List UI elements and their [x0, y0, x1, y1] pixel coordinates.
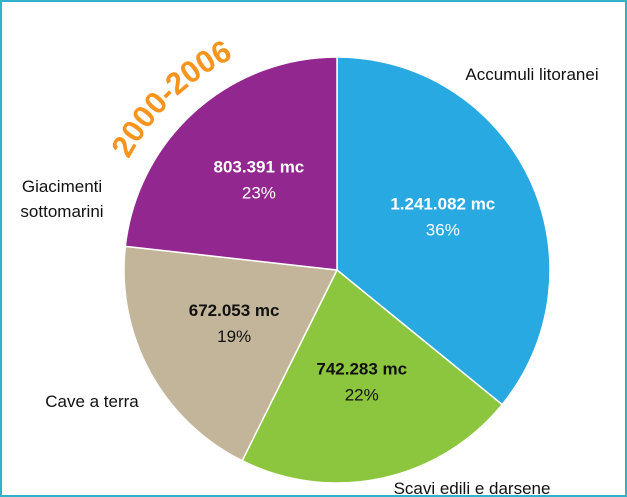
value-label: 803.391 mc [214, 158, 305, 177]
category-label: Giacimenti sottomarini [20, 177, 104, 221]
pie-slice [124, 56, 338, 271]
percentage-label: 23% [242, 184, 276, 203]
category-label: Cave a terra [45, 392, 139, 411]
category-label: Scavi edili e darsene [393, 479, 551, 497]
percentage-label: 22% [345, 386, 379, 405]
value-label: 672.053 mc [189, 301, 280, 320]
pie-slice [336, 56, 551, 406]
value-label: 742.283 mc [316, 360, 407, 379]
category-label: Accumuli litoranei [465, 65, 599, 84]
pie-slice [241, 268, 504, 484]
percentage-label: 36% [426, 221, 460, 240]
percentage-label: 19% [217, 327, 251, 346]
value-label: 1.241.082 mc [390, 195, 495, 214]
pie-slice [123, 245, 339, 462]
